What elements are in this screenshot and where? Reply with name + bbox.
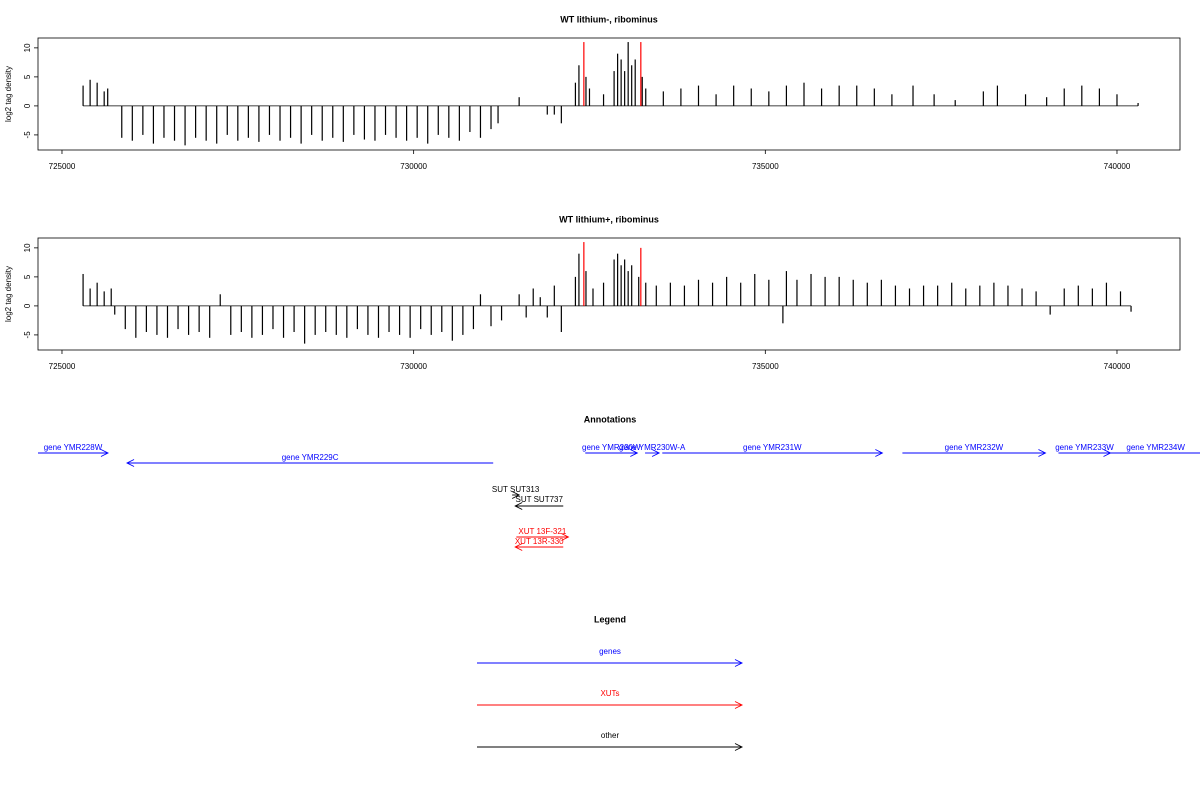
feature-arrow-head: [100, 449, 109, 457]
feature-label: XUT 13R-330: [515, 537, 564, 546]
y-tick-label: -5: [23, 131, 32, 139]
feature-arrow-head: [651, 449, 661, 457]
y-tick-label: -5: [23, 331, 32, 339]
feature-label: gene YMR233W: [1055, 443, 1114, 452]
x-tick-label: 740000: [1104, 362, 1131, 371]
y-axis-label: log2 tag density: [4, 66, 13, 122]
x-tick-label: 725000: [49, 162, 76, 171]
feature-arrow-head: [126, 459, 135, 467]
feature-label: gene YMR228W: [44, 443, 103, 452]
feature-arrow-head: [561, 533, 570, 541]
feature-label: gene YMR230W: [582, 443, 641, 452]
feature-label: gene YMR230W-A: [619, 443, 686, 452]
panel-title: WT lithium+, ribominus: [559, 214, 659, 224]
y-tick-label: 0: [23, 303, 32, 308]
y-tick-label: 5: [23, 74, 32, 79]
feature-label: gene YMR232W: [945, 443, 1004, 452]
feature-arrow-head: [875, 449, 884, 457]
legend-arrow-head: [734, 701, 744, 709]
feature-arrow-head: [1038, 449, 1047, 457]
feature-label: gene YMR231W: [743, 443, 802, 452]
y-tick-label: 0: [23, 103, 32, 108]
x-tick-label: 725000: [49, 362, 76, 371]
x-tick-label: 740000: [1104, 162, 1131, 171]
legend-label: XUTs: [600, 689, 619, 698]
x-tick-label: 735000: [752, 162, 779, 171]
plot-frame: [37, 37, 1181, 151]
y-tick-label: 10: [23, 43, 32, 52]
legend-arrow-head: [734, 743, 744, 751]
feature-label: gene YMR234W: [1126, 443, 1185, 452]
feature-arrow-head: [514, 543, 523, 551]
panel-title: WT lithium-, ribominus: [560, 14, 658, 24]
legend-label: genes: [599, 647, 621, 656]
legend-title: Legend: [594, 614, 626, 624]
feature-label: XUT 13F-321: [518, 527, 566, 536]
feature-arrow-head: [630, 449, 639, 457]
feature-label: SUT SUT313: [492, 485, 540, 494]
y-axis-label: log2 tag density: [4, 266, 13, 322]
x-tick-label: 730000: [400, 362, 427, 371]
legend-label: other: [601, 731, 620, 740]
feature-label: SUT SUT737: [516, 495, 564, 504]
plot-frame: [37, 237, 1181, 351]
x-tick-label: 730000: [400, 162, 427, 171]
feature-arrow-head: [511, 491, 521, 499]
y-tick-label: 5: [23, 274, 32, 279]
feature-arrow-head: [514, 502, 523, 510]
y-tick-label: 10: [23, 243, 32, 252]
x-tick-label: 735000: [752, 362, 779, 371]
feature-label: gene YMR229C: [282, 453, 339, 462]
annotations-title: Annotations: [584, 414, 637, 424]
legend-arrow-head: [734, 659, 744, 667]
